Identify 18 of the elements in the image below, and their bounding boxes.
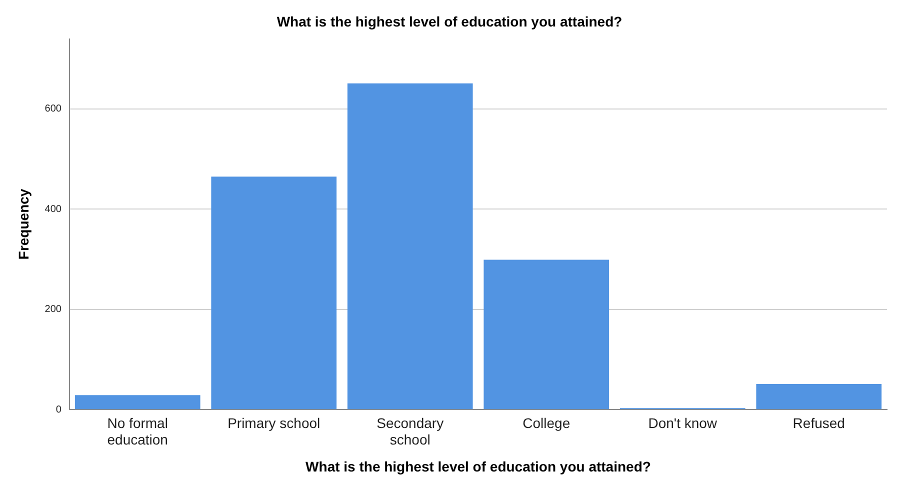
y-tick-label: 400: [44, 204, 62, 215]
y-tick-label: 600: [44, 104, 62, 115]
y-tick-label: 200: [44, 304, 62, 316]
x-axis-title: What is the highest level of education you attained?: [306, 458, 651, 474]
x-tick-label: College: [522, 414, 570, 431]
bar: [756, 384, 882, 410]
bar: [484, 260, 610, 410]
y-tick-label: 0: [56, 404, 62, 416]
x-tick-label: Refused: [792, 414, 845, 431]
bar: [211, 176, 337, 410]
bar: [74, 395, 200, 410]
x-tick-label: Primary school: [228, 414, 320, 431]
chart-title: What is the highest level of education you attained?: [276, 13, 622, 30]
bar: [347, 83, 473, 410]
x-tick-label: Don't know: [648, 414, 718, 431]
x-tick-label: No formal education: [107, 414, 168, 448]
y-axis-title: Frequency: [15, 188, 32, 260]
x-tick-label: Secondary school: [376, 414, 444, 448]
